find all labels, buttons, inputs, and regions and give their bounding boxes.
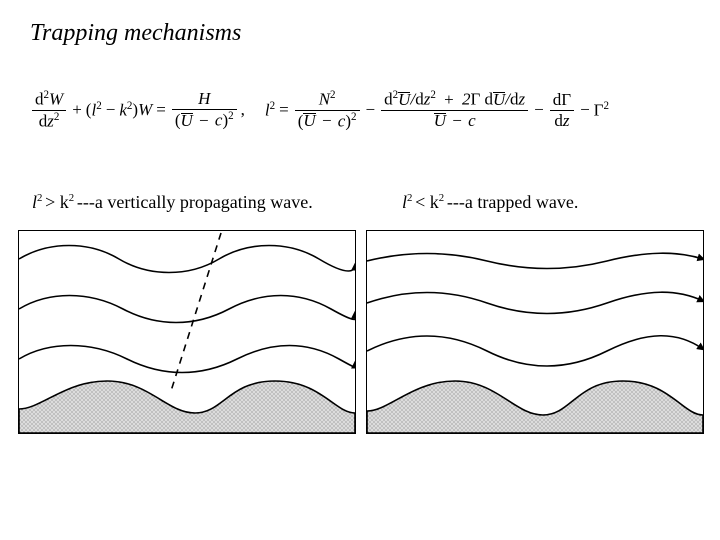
cap-sup2: 2 [69,192,77,204]
plus-op: + [72,100,82,120]
eq-frac-H: H (U − c)2 [172,90,237,129]
cap-rest: ---a vertically propagating wave. [77,192,313,212]
k2: k2 [119,100,132,121]
l2-b: l2 [265,100,275,121]
caption-left: l2 > k2 ---a vertically propagating wave… [32,192,313,213]
minus3-op: − [534,100,544,120]
minus2-op: − [366,100,376,120]
eq-frac-big: d2U/dz2 + 2Γ dU/dz U − c [381,90,528,129]
cap-op: > k [45,192,69,212]
cap-sup: 2 [37,192,45,204]
panel-left [18,230,356,434]
minus4-op: − [580,100,590,120]
panels [18,230,704,434]
l2: l2 [91,100,101,121]
panel-right [366,230,704,434]
comma: , [241,100,245,120]
capR-sup2: 2 [439,192,447,204]
caption-right: l2 < k2 ---a trapped wave. [402,192,578,213]
eq-op: = [156,100,166,120]
Gamma2: Γ2 [594,100,609,121]
eq-frac-N2: N2 (U − c)2 [295,90,360,130]
minus-op: − [106,100,116,120]
capR-rest: ---a trapped wave. [447,192,578,212]
panel-left-svg [19,231,355,433]
eq2-op: = [279,100,289,120]
page: Trapping mechanisms d2W dz2 + ( l2 − k2 … [0,0,720,540]
eq-frac-dGamma: dΓ dz [550,91,574,130]
panel-right-svg [367,231,703,433]
capR-sup: 2 [407,192,415,204]
W: W [138,100,152,120]
capR-op: < k [415,192,439,212]
equation: d2W dz2 + ( l2 − k2 ) W = H (U − c)2 , l… [30,90,690,130]
eq-frac-d2w: d2W dz2 [32,90,66,130]
page-title: Trapping mechanisms [30,20,241,47]
